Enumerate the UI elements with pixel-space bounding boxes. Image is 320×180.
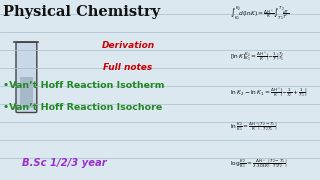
- Text: $[\ln K]_{K_1}^{K_2}=\frac{\Delta H^\circ}{R}\!\left[-\frac{1}{T}\right]_{T_1}^{: $[\ln K]_{K_1}^{K_2}=\frac{\Delta H^\cir…: [230, 50, 285, 63]
- Text: •Van’t Hoff Reaction Isochore: •Van’t Hoff Reaction Isochore: [3, 103, 163, 112]
- Text: Derivation: Derivation: [101, 41, 155, 50]
- Text: $\int_{K_1}^{K_2}\!d(\ln\!K)=\frac{\Delta H^\circ}{R}\int_{T_1}^{T_2}\!\frac{dT}: $\int_{K_1}^{K_2}\!d(\ln\!K)=\frac{\Delt…: [230, 5, 290, 22]
- Text: •Van’t Hoff Reaction Isotherm: •Van’t Hoff Reaction Isotherm: [3, 81, 165, 90]
- Text: $\ln K_2-\ln K_1=\frac{\Delta H^\circ}{R}\!\left[-\frac{1}{T_2}+\frac{1}{T_1}\ri: $\ln K_2-\ln K_1=\frac{\Delta H^\circ}{R…: [230, 86, 308, 99]
- Text: B.Sc 1/2/3 year: B.Sc 1/2/3 year: [22, 158, 106, 168]
- Text: $\ln\frac{K_2}{K_1}=\frac{\Delta H^\circ}{R}\!\left[\frac{T_2-T_1}{T_2 T_1}\righ: $\ln\frac{K_2}{K_1}=\frac{\Delta H^\circ…: [230, 121, 278, 134]
- FancyBboxPatch shape: [16, 42, 37, 112]
- Text: $\log\frac{K_2}{K_1}=\frac{\Delta H^\circ}{2.303\,R}\!\left[\frac{T_2-T_1}{T_1 T: $\log\frac{K_2}{K_1}=\frac{\Delta H^\cir…: [230, 158, 288, 172]
- Text: Physical Chemistry: Physical Chemistry: [3, 5, 160, 19]
- Text: Full notes: Full notes: [103, 63, 153, 72]
- Bar: [20, 77, 33, 108]
